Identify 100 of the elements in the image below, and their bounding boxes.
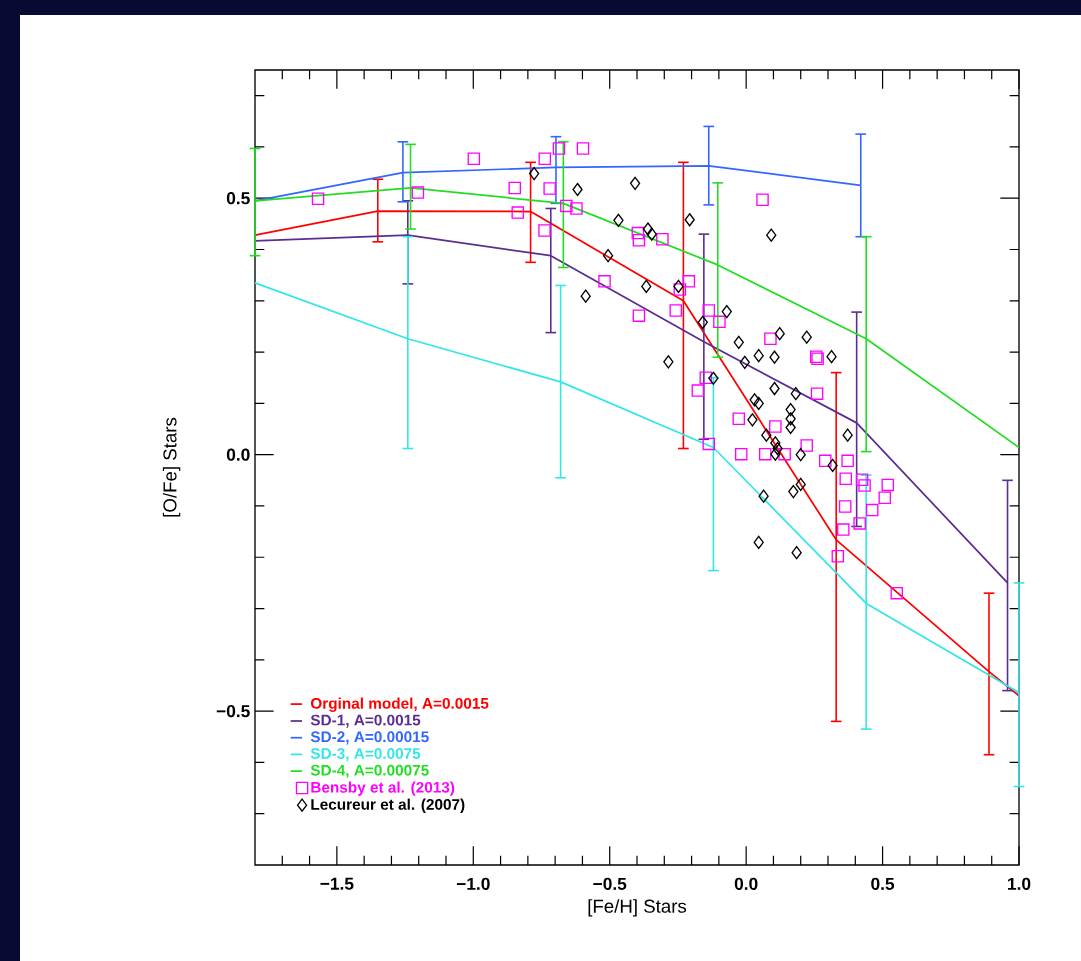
point — [842, 428, 853, 442]
point — [699, 371, 713, 385]
point — [770, 436, 781, 450]
point — [770, 447, 781, 461]
point — [682, 275, 696, 288]
x-tick-label: −1.0 — [456, 877, 490, 890]
point — [632, 234, 646, 247]
point — [841, 454, 854, 468]
legend-label: SD-1, A=0.0015 — [310, 714, 421, 728]
point — [552, 142, 566, 155]
point — [663, 355, 674, 369]
point — [758, 447, 772, 461]
point — [756, 193, 769, 207]
y-tick-label: 0.5 — [226, 192, 250, 205]
point — [865, 503, 879, 517]
legend-label: SD-3, A=0.0075 — [310, 748, 421, 762]
point — [580, 289, 591, 303]
point — [761, 428, 772, 442]
point — [684, 213, 695, 227]
point — [511, 206, 525, 219]
point — [311, 192, 325, 206]
point — [890, 586, 904, 600]
point — [631, 226, 645, 240]
point — [838, 500, 852, 513]
point — [749, 393, 760, 407]
point — [795, 477, 806, 492]
point — [785, 420, 796, 435]
point — [576, 142, 590, 155]
point — [801, 330, 812, 344]
point — [646, 227, 657, 241]
point — [656, 232, 669, 246]
point — [881, 478, 895, 492]
x-tick-label: −1.5 — [320, 877, 354, 890]
point — [702, 304, 716, 317]
point — [785, 412, 796, 426]
point — [772, 441, 783, 456]
point — [839, 472, 853, 486]
point — [800, 439, 813, 452]
point — [788, 484, 799, 499]
point — [642, 222, 654, 236]
point — [769, 381, 780, 396]
point — [602, 249, 614, 263]
point — [733, 335, 744, 350]
point — [732, 412, 746, 426]
point — [538, 152, 552, 165]
point — [810, 387, 824, 400]
point — [467, 152, 481, 165]
point — [766, 228, 777, 242]
point — [673, 279, 684, 294]
point — [739, 355, 750, 370]
point — [691, 384, 705, 397]
point — [673, 283, 687, 296]
x-tick-label: 0.5 — [871, 877, 895, 890]
x-axis-title: [Fe/H] Stars — [588, 899, 687, 917]
point — [769, 420, 782, 433]
point — [878, 491, 892, 505]
point — [795, 448, 806, 462]
point — [697, 315, 708, 330]
point — [826, 350, 837, 364]
y-axis-title: [O/Fe] Stars — [162, 417, 181, 517]
point — [632, 309, 646, 322]
point — [853, 517, 866, 530]
legend-label: Lecureur et al. (2007) — [311, 798, 465, 813]
point — [791, 545, 802, 560]
point — [702, 437, 716, 451]
point — [572, 182, 583, 197]
point — [753, 396, 764, 411]
y-tick-label: 0.0 — [226, 448, 250, 461]
point — [721, 304, 732, 319]
point — [708, 371, 719, 385]
point — [769, 350, 780, 364]
legend-label: SD-4, A=0.00075 — [310, 764, 429, 778]
point — [629, 176, 641, 191]
legend-label: Bensby et al. (2013) — [311, 781, 455, 796]
point — [785, 402, 796, 417]
point — [508, 181, 522, 195]
point — [837, 523, 850, 536]
point — [538, 224, 551, 237]
x-tick-label: 0.0 — [734, 877, 758, 890]
point — [790, 386, 801, 401]
x-tick-label: 1.0 — [1008, 877, 1031, 890]
legend-label: Orginal model, A=0.0015 — [310, 697, 489, 712]
point — [641, 279, 652, 294]
legend-label: SD-2, A=0.00015 — [310, 731, 429, 745]
point — [669, 304, 683, 317]
point — [560, 199, 573, 213]
point — [827, 458, 838, 473]
point — [613, 213, 624, 227]
point — [713, 315, 726, 329]
point — [855, 473, 869, 487]
point — [598, 275, 611, 288]
point — [778, 447, 791, 461]
point — [764, 332, 777, 346]
point — [543, 182, 556, 195]
point — [753, 349, 764, 363]
point — [734, 447, 748, 461]
point — [411, 186, 425, 199]
point — [831, 549, 845, 563]
point — [774, 326, 785, 341]
point — [858, 479, 871, 492]
